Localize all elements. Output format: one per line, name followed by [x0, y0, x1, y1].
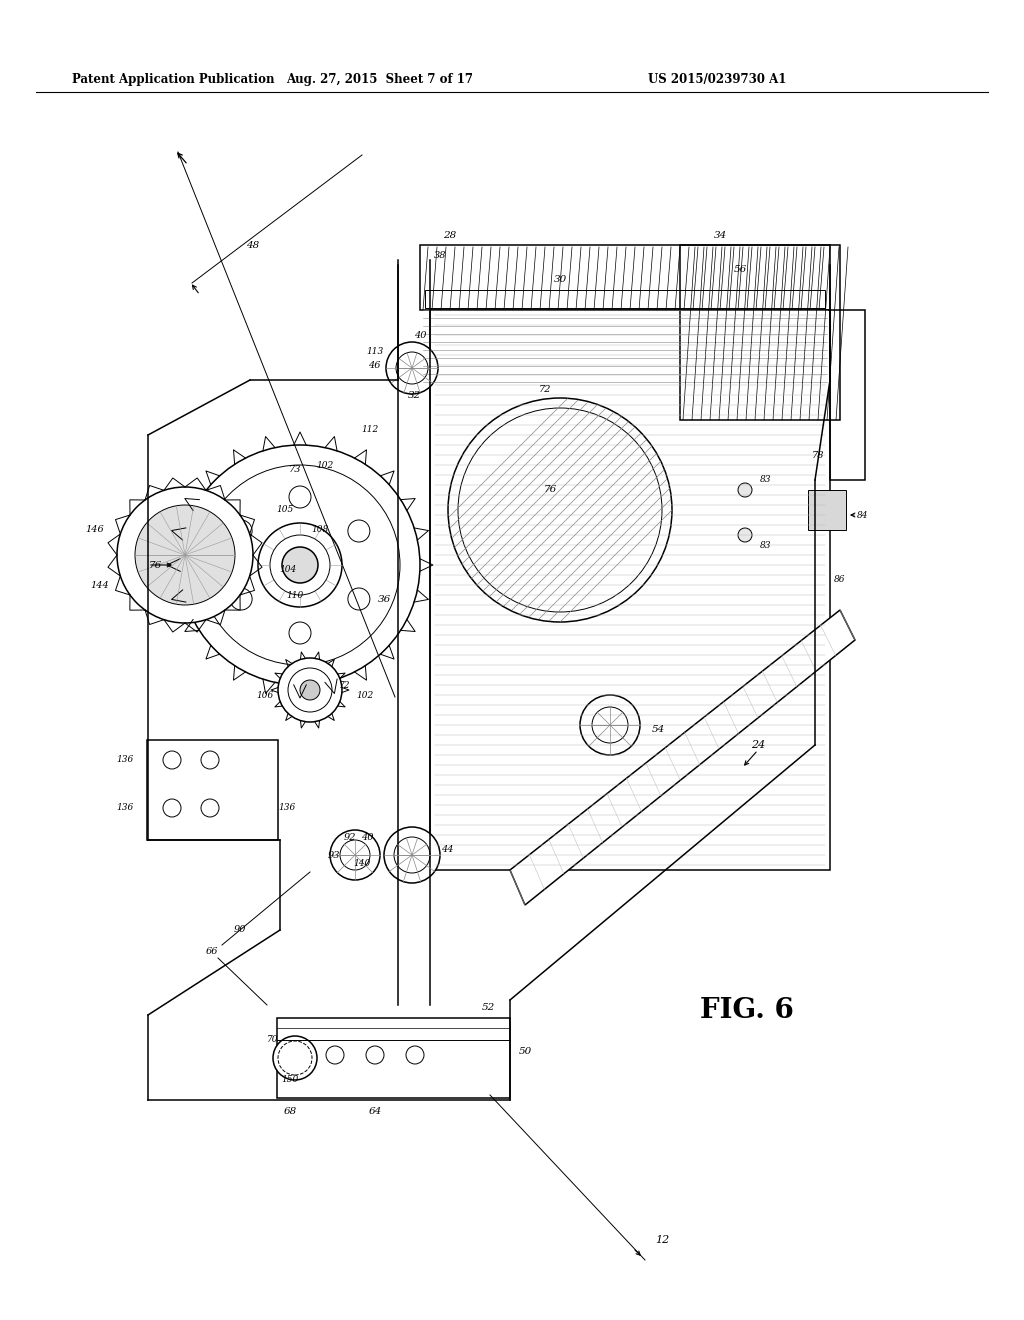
Text: 36: 36: [379, 595, 391, 605]
Text: 40: 40: [360, 833, 374, 842]
Polygon shape: [510, 610, 855, 906]
Text: 92: 92: [344, 833, 356, 842]
Circle shape: [201, 799, 219, 817]
Circle shape: [348, 587, 370, 610]
Text: 50: 50: [518, 1048, 531, 1056]
Text: 73: 73: [289, 466, 301, 474]
Bar: [278, 1018, 510, 1098]
Circle shape: [200, 465, 400, 665]
Circle shape: [394, 837, 430, 873]
Circle shape: [117, 487, 253, 623]
Text: 40: 40: [414, 331, 426, 341]
Text: 54: 54: [651, 726, 665, 734]
Text: 64: 64: [369, 1107, 382, 1117]
Text: 38: 38: [434, 252, 446, 260]
Text: 146: 146: [86, 525, 104, 535]
Text: 83: 83: [760, 540, 771, 549]
Text: 136: 136: [117, 804, 133, 813]
Circle shape: [288, 668, 332, 711]
Circle shape: [738, 528, 752, 543]
Text: 66: 66: [206, 948, 218, 957]
Text: 144: 144: [91, 581, 110, 590]
Circle shape: [135, 506, 234, 605]
Text: 136: 136: [117, 755, 133, 764]
Bar: [420, 246, 830, 310]
Text: 72: 72: [539, 385, 551, 395]
Text: 24: 24: [751, 741, 765, 750]
Bar: [425, 290, 825, 308]
Text: US 2015/0239730 A1: US 2015/0239730 A1: [648, 73, 786, 86]
Circle shape: [738, 483, 752, 498]
Bar: [430, 310, 830, 870]
Text: 102: 102: [316, 461, 334, 470]
Text: 72: 72: [339, 681, 351, 689]
Text: 102: 102: [356, 690, 374, 700]
Circle shape: [340, 840, 370, 870]
Text: 76: 76: [148, 561, 162, 569]
Text: 150: 150: [282, 1076, 299, 1085]
Text: 46: 46: [368, 360, 380, 370]
Circle shape: [580, 696, 640, 755]
Text: 106: 106: [256, 690, 273, 700]
Text: Patent Application Publication: Patent Application Publication: [72, 73, 274, 86]
Circle shape: [273, 1036, 317, 1080]
Text: 76: 76: [544, 486, 557, 495]
Circle shape: [384, 828, 440, 883]
Bar: [808, 490, 846, 531]
Text: 136: 136: [279, 804, 296, 813]
Circle shape: [406, 1045, 424, 1064]
Circle shape: [230, 520, 252, 543]
Bar: [147, 741, 278, 840]
Circle shape: [163, 799, 181, 817]
Circle shape: [278, 657, 342, 722]
Text: 28: 28: [443, 231, 457, 239]
Text: 93: 93: [328, 850, 340, 859]
Circle shape: [330, 830, 380, 880]
Circle shape: [592, 708, 628, 743]
Text: 34: 34: [714, 231, 727, 239]
Circle shape: [258, 523, 342, 607]
Text: 48: 48: [247, 240, 260, 249]
Text: 52: 52: [481, 1003, 495, 1012]
Text: 56: 56: [733, 265, 746, 275]
Text: 105: 105: [276, 506, 294, 515]
Text: 30: 30: [553, 276, 566, 285]
Circle shape: [366, 1045, 384, 1064]
Circle shape: [326, 1045, 344, 1064]
Text: 86: 86: [835, 576, 846, 585]
Text: Aug. 27, 2015  Sheet 7 of 17: Aug. 27, 2015 Sheet 7 of 17: [287, 73, 473, 86]
Circle shape: [180, 445, 420, 685]
Circle shape: [282, 546, 318, 583]
Circle shape: [386, 342, 438, 393]
Text: 90: 90: [233, 925, 246, 935]
Text: 84: 84: [857, 511, 868, 520]
Circle shape: [270, 535, 330, 595]
Circle shape: [289, 486, 311, 508]
Circle shape: [201, 751, 219, 770]
Text: 112: 112: [361, 425, 379, 434]
Text: 108: 108: [311, 525, 329, 535]
Bar: [680, 246, 840, 420]
Circle shape: [163, 751, 181, 770]
Text: 140: 140: [353, 858, 371, 867]
Circle shape: [449, 399, 672, 622]
Text: 70: 70: [267, 1035, 279, 1044]
Bar: [830, 310, 865, 480]
Circle shape: [230, 587, 252, 610]
Circle shape: [396, 352, 428, 384]
Text: 12: 12: [655, 1236, 670, 1245]
Text: 104: 104: [280, 565, 297, 574]
Text: 113: 113: [367, 347, 384, 356]
Text: FIG. 6: FIG. 6: [700, 997, 794, 1023]
Text: 68: 68: [284, 1107, 297, 1117]
Text: 83: 83: [760, 475, 771, 484]
Text: 44: 44: [440, 846, 454, 854]
Text: 32: 32: [409, 391, 422, 400]
Circle shape: [300, 680, 319, 700]
Text: 110: 110: [287, 590, 304, 599]
Circle shape: [348, 520, 370, 543]
Circle shape: [289, 622, 311, 644]
Text: 78: 78: [812, 450, 824, 459]
